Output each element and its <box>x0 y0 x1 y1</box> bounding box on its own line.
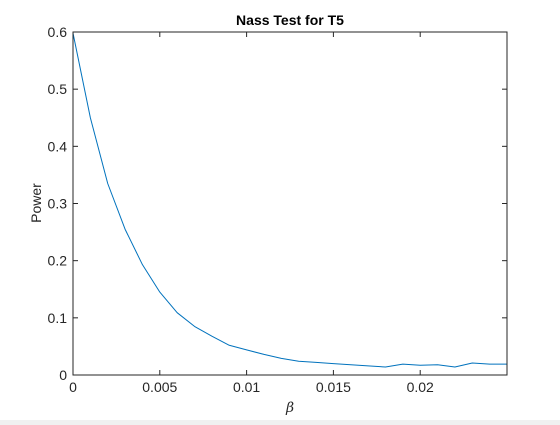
series-group <box>72 33 507 368</box>
x-axis-ticks: 0 0.005 0.01 0.015 0.02 <box>69 32 434 395</box>
y-tick-label: 0.6 <box>48 24 68 40</box>
y-tick-label: 0.2 <box>48 253 68 269</box>
x-tick-label: 0.015 <box>316 379 351 395</box>
y-tick-label: 0.5 <box>48 81 68 97</box>
series-line-0 <box>72 33 507 368</box>
x-tick-label: 0 <box>69 379 77 395</box>
axes-box <box>72 31 508 376</box>
x-tick-label: 0.01 <box>233 379 260 395</box>
y-tick-label: 0.4 <box>48 138 68 154</box>
chart-title: Nass Test for T5 <box>236 12 344 28</box>
x-tick-label: 0.02 <box>407 379 434 395</box>
y-axis-ticks: 0 0.1 0.2 0.3 0.4 0.5 0.6 <box>48 24 507 383</box>
x-tick-label: 0.005 <box>142 379 177 395</box>
y-tick-label: 0.1 <box>48 310 68 326</box>
plot-area <box>73 32 507 375</box>
x-axis-label: β <box>285 400 294 416</box>
y-tick-label: 0.3 <box>48 196 68 212</box>
y-axis-label: Power <box>28 183 44 223</box>
y-tick-label: 0 <box>59 367 67 383</box>
